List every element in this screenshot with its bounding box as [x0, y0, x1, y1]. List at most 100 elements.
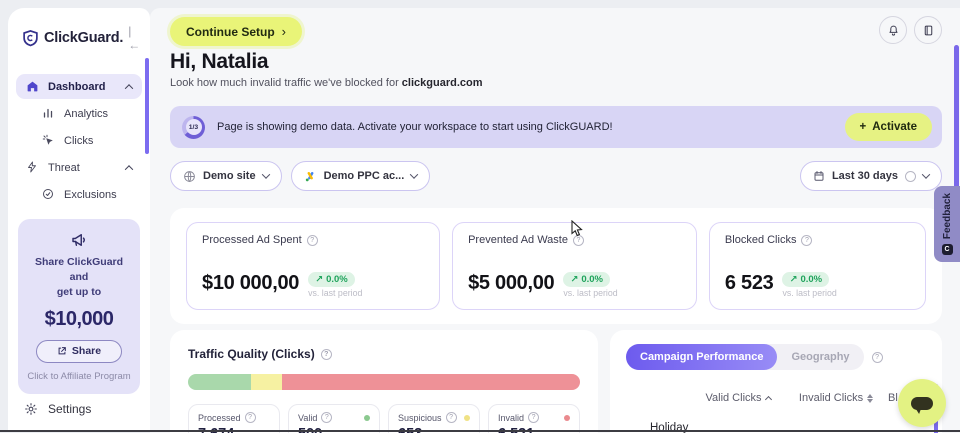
promo-amount: $10,000 [44, 307, 114, 330]
promo-footer: Click to Affiliate Program [27, 370, 131, 382]
table-row[interactable]: Holiday Sale Campaign 1834 3267 [626, 422, 926, 433]
stat-card-blocked-clicks: Blocked Clicks ? 6 523 ↗ 0.0% vs. last pe… [708, 222, 926, 310]
stat-card-processed-ad-spent: Processed Ad Spent ? $10 000,00 ↗ 0.0% vs… [186, 222, 441, 310]
google-ads-icon [304, 170, 317, 183]
chevron-down-icon [921, 170, 931, 179]
setup-progress-ring: 1/3 [182, 115, 205, 139]
traffic-quality-title: Traffic Quality (Clicks) [188, 347, 315, 361]
bar-chart-icon [42, 107, 55, 120]
help-icon[interactable]: ? [801, 234, 813, 246]
ppc-account-selector[interactable]: Demo PPC ac... [290, 161, 431, 191]
sidebar-nav: Dashboard Analytics Clicks Threat [8, 66, 150, 209]
trend-badge: ↗ 0.0% [308, 272, 355, 287]
sidebar-item-analytics[interactable]: Analytics [16, 101, 142, 126]
stat-value: 6 523 [724, 272, 774, 294]
help-icon[interactable]: ? [528, 412, 540, 423]
sort-icon [867, 393, 874, 403]
notifications-button[interactable] [879, 16, 907, 44]
campaign-name: Holiday Sale Campaign [650, 422, 689, 433]
chevron-down-icon [261, 170, 270, 179]
campaign-panel: Campaign Performance Geography ? Valid C… [610, 330, 942, 433]
campaign-tabs: Campaign Performance Geography [626, 344, 864, 370]
bar-segment-invalid [282, 374, 580, 390]
status-dot-yellow [464, 414, 470, 421]
traffic-quality-panel: Traffic Quality (Clicks) ? Processed? 7 … [170, 330, 598, 433]
sidebar-scrollbar[interactable] [145, 58, 149, 154]
page-title: Hi, Natalia [170, 50, 269, 73]
status-dot-red [564, 414, 570, 421]
window-bottom-edge [0, 430, 960, 432]
sidebar-item-clicks[interactable]: Clicks [16, 128, 142, 153]
lightning-icon [26, 161, 39, 174]
metric-card-invalid: Invalid? 6 521 +0.00% [488, 404, 580, 433]
site-selector[interactable]: Demo site [170, 161, 282, 191]
home-icon [26, 80, 39, 93]
sidebar: ClickGuard. |← Dashboard Analytics Click… [8, 8, 150, 431]
chat-bubble-icon [911, 396, 933, 410]
tab-geography[interactable]: Geography [791, 351, 850, 363]
page-subtitle: Look how much invalid traffic we've bloc… [170, 77, 483, 89]
column-invalid-clicks[interactable]: Invalid Clicks [784, 392, 888, 404]
clickguard-mini-icon: C [941, 244, 953, 256]
clickguard-logo-icon [22, 29, 39, 47]
check-circle-icon [42, 188, 55, 201]
promo-title: Share ClickGuard and get up to [34, 256, 124, 299]
external-link-icon [57, 346, 67, 356]
click-cursor-icon [42, 134, 55, 147]
trend-badge: ↗ 0.0% [782, 272, 830, 287]
chevron-up-icon [124, 83, 134, 93]
sort-asc-icon [764, 395, 772, 404]
feedback-tab[interactable]: Feedback C [934, 186, 960, 262]
clock-info-icon [905, 170, 916, 182]
chevron-up-icon [124, 164, 134, 174]
plus-icon: + [859, 121, 867, 133]
column-valid-clicks[interactable]: Valid Clicks [692, 392, 784, 404]
stat-value: $10 000,00 [202, 272, 300, 294]
site-domain: clickguard.com [401, 77, 483, 89]
chevron-right-icon: › [281, 24, 287, 39]
megaphone-icon [69, 231, 89, 249]
help-icon[interactable]: ? [572, 234, 584, 246]
help-icon[interactable]: ? [321, 412, 333, 423]
demo-data-banner: 1/3 Page is showing demo data. Activate … [170, 106, 942, 148]
docs-button[interactable] [914, 16, 942, 44]
trend-up-icon: ↗ [315, 274, 324, 285]
bar-segment-valid [188, 374, 251, 390]
brand-name: ClickGuard. [44, 30, 124, 46]
share-button[interactable]: Share [36, 339, 122, 363]
collapse-sidebar-icon[interactable]: |← [128, 24, 141, 52]
help-icon[interactable]: ? [320, 348, 332, 360]
logo-row: ClickGuard. |← [8, 8, 150, 66]
gear-icon [24, 402, 38, 416]
main-content: Continue Setup › Hi, Natalia Look how mu… [150, 8, 960, 433]
calendar-icon [813, 170, 825, 182]
help-icon[interactable]: ? [445, 412, 457, 423]
help-icon[interactable]: ? [306, 234, 318, 246]
sidebar-item-exclusions[interactable]: Exclusions [16, 182, 142, 207]
tab-campaign-performance[interactable]: Campaign Performance [626, 344, 778, 370]
bar-segment-suspicious [250, 374, 283, 390]
status-dot-green [364, 414, 370, 421]
activate-button[interactable]: + Activate [844, 113, 932, 141]
help-icon[interactable]: ? [244, 412, 256, 423]
stat-value: $5 000,00 [468, 272, 555, 294]
banner-message: Page is showing demo data. Activate your… [217, 121, 613, 133]
help-icon[interactable]: ? [871, 351, 883, 363]
stat-card-prevented-ad-waste: Prevented Ad Waste ? $5 000,00 ↗ 0.0% vs.… [452, 222, 697, 310]
table-header: Valid Clicks Invalid Clicks Bl [626, 392, 926, 404]
sidebar-item-threat[interactable]: Threat [16, 155, 142, 180]
metric-card-processed: Processed? 7 674 +0.00% [188, 404, 280, 433]
chevron-down-icon [410, 170, 419, 179]
book-icon [924, 25, 932, 35]
sidebar-item-dashboard[interactable]: Dashboard [16, 74, 142, 99]
column-blocked-truncated[interactable]: Bl [888, 392, 898, 404]
trend-up-icon: ↗ [570, 274, 579, 285]
chat-launcher-button[interactable] [898, 379, 946, 427]
filter-bar: Demo site Demo PPC ac... Last 30 days [170, 161, 942, 191]
continue-setup-button[interactable]: Continue Setup › [170, 17, 303, 46]
affiliate-promo-card[interactable]: Share ClickGuard and get up to $10,000 S… [18, 219, 140, 394]
page-scrollbar[interactable] [954, 45, 959, 190]
date-range-selector[interactable]: Last 30 days [799, 161, 942, 191]
bell-icon [888, 25, 898, 36]
sidebar-item-settings[interactable]: Settings [8, 394, 150, 424]
